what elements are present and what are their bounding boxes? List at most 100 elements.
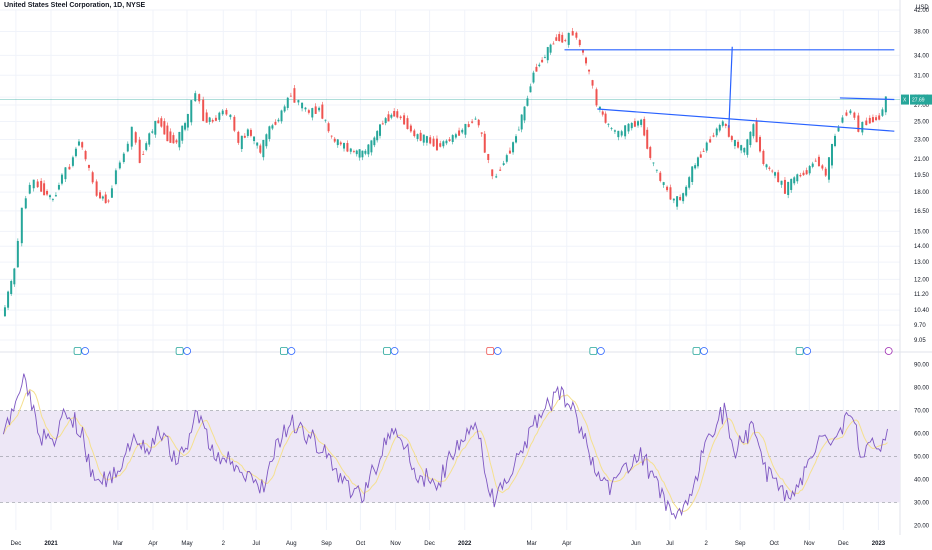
time-tick-label: Dec (838, 541, 849, 547)
rsi-pane: 90.00 80.00 70.00 60.00 50.00 40.00 30.00 20.00 (0, 363, 930, 529)
candle-body (630, 122, 633, 129)
candle-body (403, 115, 406, 125)
candle-body (649, 147, 652, 158)
candle-body (51, 199, 54, 200)
candle-body (399, 116, 402, 119)
price-tick-label: 14.00 (914, 244, 930, 250)
candle-body (229, 114, 232, 118)
candle-body (376, 131, 379, 141)
time-tick-label: May (181, 541, 192, 547)
price-tick-label: 16.50 (914, 209, 930, 215)
candle-body (771, 170, 774, 172)
time-tick-label: 2 (704, 541, 708, 547)
candle-body (471, 121, 474, 123)
candle-body (64, 167, 67, 180)
candle-body (425, 136, 428, 143)
candle-body (243, 135, 246, 138)
candle-body (578, 40, 581, 46)
candle-body (384, 118, 387, 124)
candle-body (610, 128, 613, 129)
candle-body (336, 139, 339, 146)
candle-body (327, 123, 330, 132)
candle-body (834, 135, 837, 147)
candle-body (321, 104, 324, 119)
candle-body (343, 142, 346, 149)
candle-body (672, 198, 675, 201)
candle-body (637, 121, 640, 126)
price-tick-label: 11.20 (914, 292, 929, 298)
candle-body (676, 196, 679, 207)
candle-body (13, 268, 16, 285)
candle-body (277, 119, 280, 122)
candle-body (824, 168, 827, 176)
candle-body (48, 195, 51, 198)
candle-body (40, 180, 43, 192)
trendlines (564, 46, 895, 132)
time-tick-label: Mar (526, 541, 536, 547)
candle-body (429, 137, 432, 144)
price-tick-label: 42.00 (914, 8, 930, 14)
candle-body (157, 120, 160, 124)
candle-body (265, 134, 268, 147)
dividend-icon (287, 347, 296, 355)
candle-body (517, 129, 520, 131)
candle-body (84, 151, 87, 160)
candle-body (445, 140, 448, 144)
candle-body (221, 110, 224, 115)
candle-body (297, 100, 300, 103)
price-tick-label: 27.00 (914, 103, 930, 109)
time-tick-label: Dec (11, 541, 22, 547)
candle-body (393, 110, 396, 117)
price-tag-symbol: X (903, 98, 907, 104)
candle-body (585, 57, 588, 64)
candle-body (679, 196, 682, 201)
candle-body (101, 196, 104, 199)
candle-body (790, 178, 793, 190)
dividend-icon (803, 347, 812, 355)
candle-body (406, 118, 409, 129)
candle-body (60, 174, 63, 184)
candle-body (435, 138, 438, 151)
candle-body (202, 99, 205, 121)
candle-body (659, 172, 662, 181)
candle-body (762, 150, 765, 165)
candle-body (541, 59, 544, 63)
price-tick-label: 9.70 (914, 323, 926, 329)
candle-body (118, 162, 121, 169)
candle-body (364, 150, 367, 154)
earnings-icon (175, 347, 184, 355)
candle-body (346, 143, 349, 152)
candle-body (186, 114, 189, 128)
candle-body (172, 135, 175, 144)
candle-body (318, 107, 321, 111)
price-tick-label: 12.00 (914, 277, 930, 283)
candle-body (54, 195, 57, 197)
candle-body (878, 115, 881, 120)
candle-body (43, 183, 46, 196)
candle-body (361, 150, 364, 158)
candle-body (529, 86, 532, 93)
price-tick-label: 31.00 (914, 73, 930, 79)
time-tick-label: 2023 (872, 541, 886, 547)
candle-body (780, 180, 783, 185)
rsi-tick-label: 70.00 (914, 409, 930, 415)
candle-body (821, 165, 824, 169)
price-tag-symbol-box (901, 94, 909, 105)
candle-body (286, 97, 289, 108)
candle-body (190, 100, 193, 123)
candle-body (416, 134, 419, 139)
candle-body (333, 138, 336, 142)
candle-body (604, 113, 607, 123)
candle-body (218, 112, 221, 120)
candle-body (387, 114, 390, 122)
candle-body (827, 157, 830, 180)
time-tick-label: Apr (562, 541, 571, 547)
candle-body (487, 154, 490, 160)
dividend-icon (493, 347, 502, 355)
time-tick-label: Oct (356, 541, 366, 547)
candle-body (233, 116, 236, 131)
candle-body (461, 129, 464, 133)
candle-body (381, 123, 384, 125)
rsi-tick-label: 60.00 (914, 432, 930, 438)
